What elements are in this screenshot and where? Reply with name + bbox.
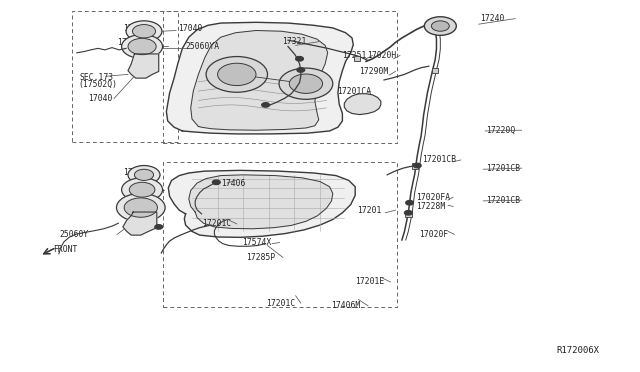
Text: 17220Q: 17220Q (486, 126, 516, 135)
Polygon shape (123, 212, 157, 235)
Text: (17502Q): (17502Q) (78, 80, 117, 89)
Text: 17040: 17040 (178, 24, 202, 33)
Circle shape (155, 225, 163, 229)
Text: 17321: 17321 (282, 37, 306, 46)
Circle shape (122, 35, 163, 58)
Text: 17040: 17040 (88, 94, 113, 103)
Circle shape (116, 193, 165, 222)
Circle shape (431, 21, 449, 31)
Text: 25060YA: 25060YA (186, 42, 220, 51)
Text: 17201: 17201 (357, 206, 381, 215)
Circle shape (404, 211, 412, 215)
Text: 17201C: 17201C (202, 219, 231, 228)
Polygon shape (191, 31, 328, 130)
Bar (432, 68, 438, 73)
Circle shape (406, 201, 413, 205)
Text: 17343: 17343 (123, 24, 147, 33)
Text: 17201CB: 17201CB (486, 196, 520, 205)
Text: 17406: 17406 (221, 179, 245, 187)
Circle shape (289, 74, 323, 93)
Circle shape (122, 178, 163, 202)
Circle shape (218, 63, 256, 86)
Text: 17574X: 17574X (242, 238, 271, 247)
Text: 25060Y: 25060Y (60, 230, 89, 239)
Polygon shape (166, 22, 353, 134)
Circle shape (128, 38, 156, 55)
Text: FRONT: FRONT (53, 245, 77, 254)
Bar (412, 163, 418, 169)
Text: 17406M: 17406M (332, 301, 361, 310)
Text: 17240: 17240 (480, 14, 504, 23)
Bar (405, 211, 412, 217)
Text: 17020H: 17020H (367, 51, 396, 60)
Circle shape (134, 169, 154, 180)
Polygon shape (189, 175, 333, 229)
Text: SEC.173: SEC.173 (80, 73, 114, 81)
Text: 17020FA: 17020FA (416, 193, 450, 202)
Circle shape (132, 25, 156, 38)
Text: 17201CB: 17201CB (422, 155, 456, 164)
Polygon shape (168, 170, 355, 237)
Text: 17251: 17251 (342, 51, 367, 60)
Circle shape (206, 57, 268, 92)
Text: 17285P: 17285P (246, 253, 276, 262)
Text: 17201CA: 17201CA (337, 87, 371, 96)
Text: 17020F: 17020F (419, 230, 449, 239)
Circle shape (297, 68, 305, 72)
Polygon shape (128, 54, 159, 78)
Circle shape (424, 17, 456, 35)
Circle shape (413, 163, 421, 168)
Text: 17343: 17343 (124, 169, 148, 177)
Circle shape (279, 68, 333, 99)
Text: 17201CB: 17201CB (486, 164, 520, 173)
Text: 17342Q: 17342Q (124, 185, 153, 194)
Circle shape (212, 180, 220, 185)
Text: 17228M: 17228M (416, 202, 445, 211)
Circle shape (126, 21, 162, 42)
Text: R172006X: R172006X (557, 346, 600, 355)
Text: 17201C: 17201C (266, 299, 295, 308)
Circle shape (129, 182, 155, 197)
Circle shape (262, 103, 269, 107)
Polygon shape (344, 94, 381, 115)
Bar (354, 56, 360, 61)
Circle shape (296, 57, 303, 61)
Text: 17201E: 17201E (355, 278, 385, 286)
Circle shape (128, 166, 160, 184)
Text: 17342Q: 17342Q (117, 38, 147, 46)
Circle shape (124, 198, 157, 217)
Text: 17290M: 17290M (359, 67, 388, 76)
